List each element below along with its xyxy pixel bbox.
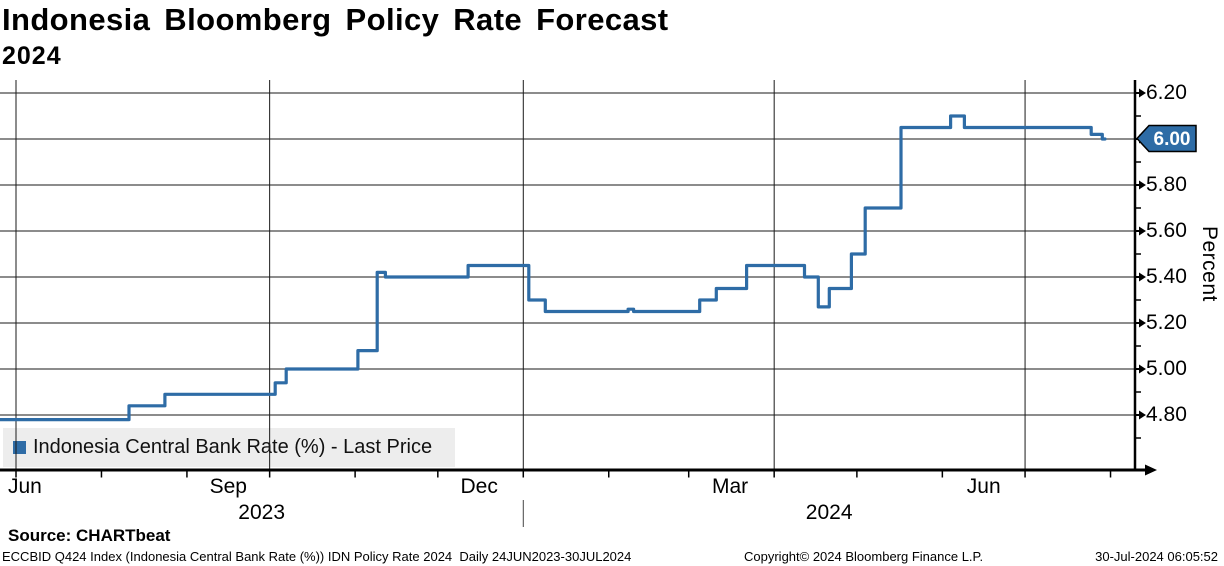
y-axis-tick-label: 5.40 (1146, 265, 1187, 288)
series-marker-icon (13, 441, 26, 454)
x-axis-year-label: 2024 (805, 501, 853, 524)
plot-area[interactable] (0, 80, 1136, 470)
legend-label: Indonesia Central Bank Rate (%) - Last P… (33, 436, 433, 458)
x-axis-month-label: Jun (966, 475, 1001, 498)
last-price-tag: 6.00 (1135, 124, 1198, 159)
source-line: Source: CHARTbeat (8, 526, 171, 545)
last-price-tag-shape (1135, 124, 1197, 153)
x-axis-month-label: Jun (8, 475, 42, 498)
y-axis-title: Percent (1198, 226, 1221, 302)
y-axis-tick-label: 4.80 (1146, 403, 1187, 426)
y-axis-tick-label: 5.20 (1146, 311, 1187, 334)
y-axis-tick-label: 5.60 (1146, 219, 1187, 242)
y-axis-tick-arrow-icon (1139, 410, 1146, 420)
y-axis-tick-label: 5.80 (1146, 173, 1187, 196)
footer-copyright: Copyright© 2024 Bloomberg Finance L.P. (744, 549, 984, 564)
footer-ticker-description: ECCBID Q424 Index (Indonesia Central Ban… (2, 549, 632, 564)
x-axis-year-label: 2023 (238, 501, 285, 524)
y-axis-tick-arrow-icon (1139, 272, 1146, 282)
y-axis-tick-arrow-icon (1139, 318, 1146, 328)
x-axis-arrow-icon (1145, 464, 1157, 476)
y-axis-tick-label: 5.00 (1146, 357, 1187, 380)
x-axis-month-label: Sep (209, 475, 247, 498)
y-axis-tick-arrow-icon (1139, 88, 1146, 98)
y-axis-tick-arrow-icon (1139, 180, 1146, 190)
chart-title: Indonesia Bloomberg Policy Rate Forecast (2, 2, 669, 37)
footer-timestamp: 30-Jul-2024 06:05:52 (1095, 549, 1218, 564)
legend[interactable]: Indonesia Central Bank Rate (%) - Last P… (3, 428, 455, 467)
y-axis-tick-arrow-icon (1139, 226, 1146, 236)
y-axis-tick-label: 6.20 (1146, 81, 1187, 104)
x-axis-month-label: Dec (460, 475, 498, 498)
chart-subtitle: 2024 (2, 42, 62, 70)
last-price-tag-value: 6.00 (1154, 129, 1191, 150)
y-axis-tick-arrow-icon (1139, 364, 1146, 374)
x-axis-month-label: Mar (711, 475, 749, 498)
